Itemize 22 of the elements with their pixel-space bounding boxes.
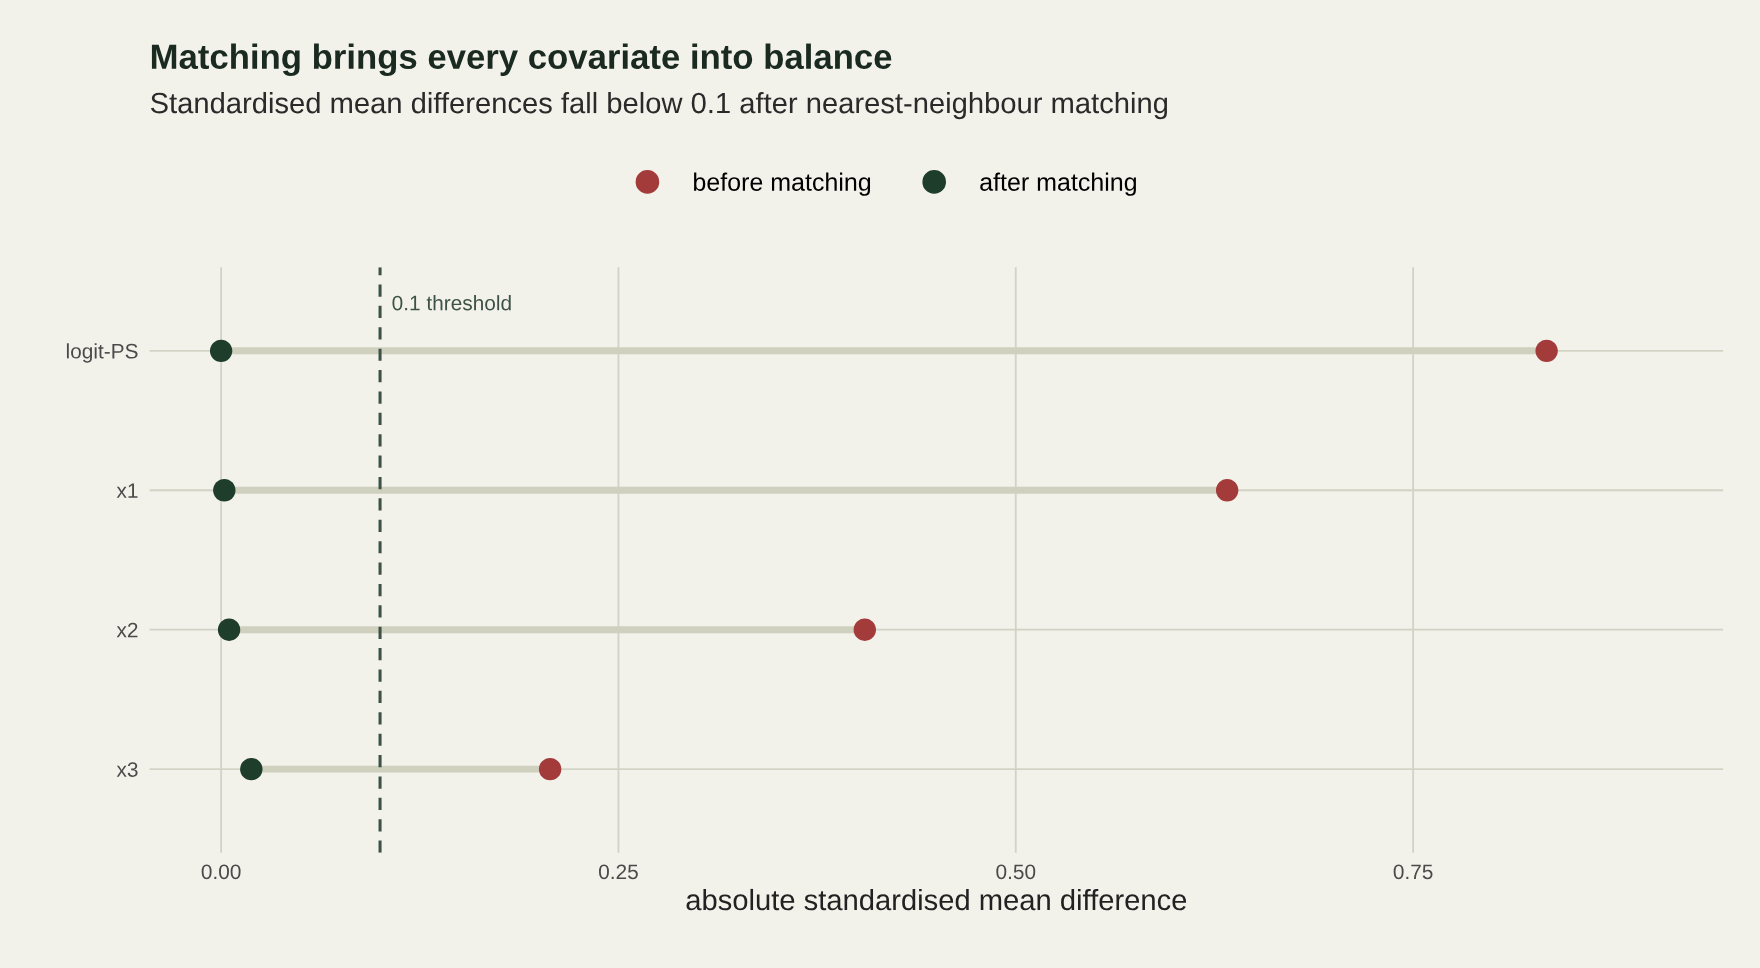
x-tick-label: 0.25 xyxy=(599,864,638,880)
point xyxy=(213,479,236,502)
y-tick-label: x1 xyxy=(116,483,138,498)
x-tick-label: 0.00 xyxy=(201,864,241,880)
y-tick-label: x2 xyxy=(116,622,138,638)
point xyxy=(853,618,876,641)
point xyxy=(209,339,233,363)
x-tick-label: 0.75 xyxy=(1393,864,1433,880)
y-tick-label: logit-PS xyxy=(66,343,138,363)
point xyxy=(217,618,241,641)
point xyxy=(538,757,562,781)
chart-title: Matching brings every covariate into balance xyxy=(151,43,892,77)
x-tick-label: 0.50 xyxy=(996,864,1036,880)
legend-label: before matching xyxy=(694,172,871,196)
point xyxy=(240,757,263,781)
legend-label: after matching xyxy=(980,172,1136,196)
y-tick-label: x3 xyxy=(116,762,138,777)
point xyxy=(1535,339,1558,363)
point xyxy=(1215,479,1239,502)
chart-subtitle: Standardised mean differences fall below 0.1 after nearest-neighbour matching xyxy=(150,91,1168,120)
ref-line-label: 0.1 threshold xyxy=(392,295,511,311)
x-axis-title: absolute standardised mean difference xyxy=(686,888,1187,911)
